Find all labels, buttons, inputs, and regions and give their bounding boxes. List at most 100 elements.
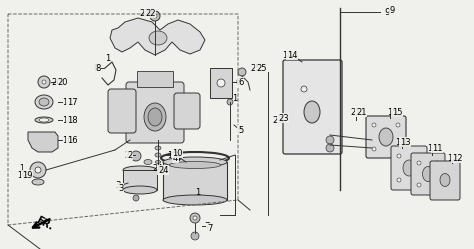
Ellipse shape <box>440 174 450 187</box>
Circle shape <box>326 144 334 152</box>
FancyBboxPatch shape <box>108 89 136 133</box>
FancyBboxPatch shape <box>283 60 342 154</box>
Circle shape <box>396 123 400 127</box>
Text: 3: 3 <box>115 181 121 189</box>
Text: 19: 19 <box>17 171 27 180</box>
Ellipse shape <box>32 179 44 185</box>
Bar <box>123 170 157 190</box>
Ellipse shape <box>169 162 220 169</box>
Bar <box>163 162 227 200</box>
Circle shape <box>38 76 50 88</box>
Text: 25: 25 <box>256 63 266 72</box>
Text: 1: 1 <box>19 164 24 173</box>
FancyBboxPatch shape <box>430 161 460 200</box>
Circle shape <box>326 136 334 144</box>
Text: 20: 20 <box>57 77 67 86</box>
Text: 17: 17 <box>62 98 73 107</box>
Text: 5: 5 <box>238 125 243 134</box>
FancyBboxPatch shape <box>366 116 406 158</box>
Text: 1: 1 <box>195 187 201 196</box>
Text: 5: 5 <box>237 125 243 134</box>
Text: 6: 6 <box>235 77 241 86</box>
Text: 8: 8 <box>93 63 99 72</box>
Text: 1: 1 <box>105 54 110 62</box>
Circle shape <box>227 99 233 105</box>
Ellipse shape <box>144 160 152 165</box>
Circle shape <box>417 183 421 187</box>
Ellipse shape <box>123 186 157 194</box>
Circle shape <box>30 162 46 178</box>
FancyBboxPatch shape <box>126 82 184 143</box>
Text: 19: 19 <box>22 171 33 180</box>
Ellipse shape <box>35 117 53 123</box>
Ellipse shape <box>163 157 227 167</box>
Circle shape <box>217 79 225 87</box>
Text: 7: 7 <box>207 224 212 233</box>
Circle shape <box>397 178 401 182</box>
Text: 15: 15 <box>387 108 397 117</box>
Text: 21: 21 <box>356 108 366 117</box>
Circle shape <box>133 195 139 201</box>
Text: 25: 25 <box>251 63 261 72</box>
Circle shape <box>238 68 246 76</box>
Circle shape <box>193 216 197 220</box>
Text: 21: 21 <box>351 108 361 117</box>
Circle shape <box>397 154 401 158</box>
Text: 22: 22 <box>145 8 155 17</box>
Ellipse shape <box>39 118 49 122</box>
Text: 15: 15 <box>392 108 402 117</box>
Bar <box>210 68 232 98</box>
Text: 13: 13 <box>400 137 410 146</box>
Circle shape <box>35 167 41 173</box>
Text: 20: 20 <box>52 77 62 86</box>
Text: 4: 4 <box>173 153 178 163</box>
Ellipse shape <box>148 108 162 126</box>
Ellipse shape <box>155 161 161 164</box>
Text: 23: 23 <box>272 116 283 124</box>
Ellipse shape <box>155 146 161 150</box>
Ellipse shape <box>379 128 393 146</box>
Polygon shape <box>110 18 205 55</box>
FancyBboxPatch shape <box>391 146 427 190</box>
Text: 3: 3 <box>118 184 123 192</box>
Text: 10: 10 <box>167 150 177 160</box>
Circle shape <box>435 161 439 165</box>
Text: 18: 18 <box>62 116 73 124</box>
Ellipse shape <box>144 103 166 131</box>
Bar <box>137 71 173 87</box>
Polygon shape <box>28 132 58 152</box>
Text: 24: 24 <box>158 166 168 175</box>
Text: 17: 17 <box>67 98 78 107</box>
Circle shape <box>417 161 421 165</box>
Text: 9: 9 <box>384 7 390 16</box>
Text: 12: 12 <box>447 153 457 163</box>
Text: 11: 11 <box>432 143 443 152</box>
Text: 1: 1 <box>232 94 237 103</box>
Ellipse shape <box>403 160 415 176</box>
Text: 2: 2 <box>127 150 132 160</box>
Text: 16: 16 <box>67 135 78 144</box>
Text: 11: 11 <box>427 143 437 152</box>
Text: 9: 9 <box>390 5 395 14</box>
Ellipse shape <box>39 98 49 106</box>
FancyBboxPatch shape <box>174 93 200 129</box>
Text: 22: 22 <box>140 8 150 17</box>
Ellipse shape <box>123 166 157 174</box>
Text: 8: 8 <box>95 63 100 72</box>
Ellipse shape <box>163 195 227 205</box>
Text: 10: 10 <box>172 148 182 158</box>
Circle shape <box>150 11 160 21</box>
FancyBboxPatch shape <box>411 153 445 195</box>
Circle shape <box>301 86 307 92</box>
Text: 13: 13 <box>395 137 405 146</box>
Circle shape <box>190 213 200 223</box>
Circle shape <box>153 14 157 18</box>
Circle shape <box>417 154 421 158</box>
Circle shape <box>435 183 439 187</box>
Circle shape <box>396 147 400 151</box>
Circle shape <box>191 232 199 240</box>
Text: 2: 2 <box>124 150 129 160</box>
Circle shape <box>372 123 376 127</box>
Ellipse shape <box>422 167 434 182</box>
Text: 24: 24 <box>153 164 163 173</box>
